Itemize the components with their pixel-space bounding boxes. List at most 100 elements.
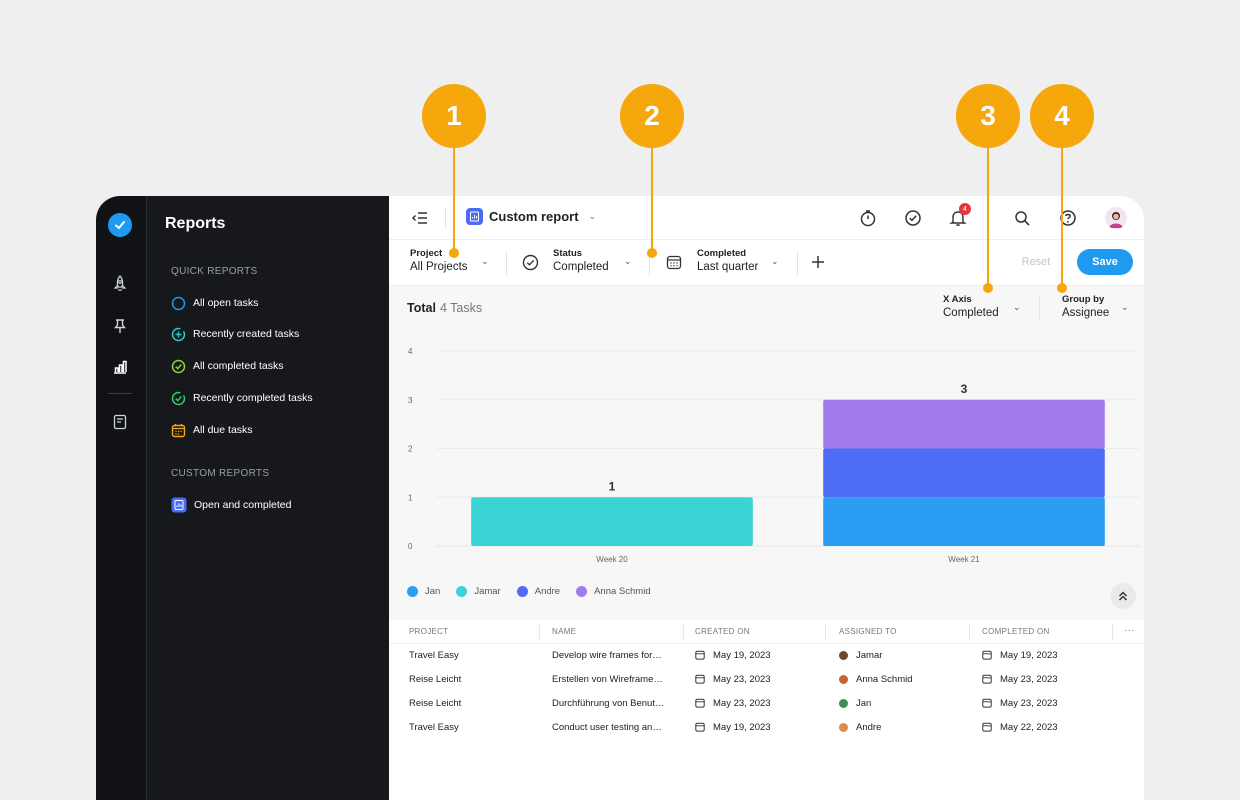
cell-project: Travel Easy xyxy=(409,722,459,733)
quick-report-label: All due tasks xyxy=(193,424,253,436)
cell-assigned-to-text: Anna Schmid xyxy=(856,674,913,685)
column-divider xyxy=(825,625,826,639)
x-tick-label: Week 21 xyxy=(948,555,980,564)
y-tick-label: 4 xyxy=(408,347,413,356)
project-filter[interactable]: Project All Projects xyxy=(410,248,468,274)
y-tick-label: 3 xyxy=(408,396,413,405)
check-circle-icon[interactable] xyxy=(902,207,924,229)
column-header[interactable]: CREATED ON xyxy=(695,627,750,636)
chart-legend: Jan Jamar Andre Anna Schmid xyxy=(407,586,651,597)
notes-icon[interactable] xyxy=(110,412,130,432)
chart-panel: Total 4 Tasks X Axis Completed ⌄ Group by… xyxy=(389,286,1144,620)
status-check-icon xyxy=(522,254,539,276)
cell-completed-on: May 23, 2023 xyxy=(982,698,1058,709)
cell-completed-on-text: May 23, 2023 xyxy=(1000,674,1058,685)
y-tick-label: 2 xyxy=(408,445,413,454)
x-axis-selector[interactable]: X Axis Completed xyxy=(943,294,999,320)
cell-created-on: May 19, 2023 xyxy=(695,722,771,733)
custom-report-open-and-completed[interactable]: Open and completed xyxy=(171,495,291,515)
total-label: Total xyxy=(407,301,436,315)
callout-3-line xyxy=(987,148,989,284)
table-row[interactable]: Reise Leicht Durchführung von Benut… May 2… xyxy=(389,692,1144,716)
calendar-icon xyxy=(666,254,682,275)
chevron-down-icon[interactable]: ⌄ xyxy=(624,256,632,266)
legend-label: Jamar xyxy=(474,586,501,597)
column-header[interactable]: ASSIGNED TO xyxy=(839,627,897,636)
save-button[interactable]: Save xyxy=(1077,249,1133,275)
group-by-label: Group by xyxy=(1062,294,1105,305)
chevron-down-icon[interactable]: ⌄ xyxy=(771,256,779,266)
icon-rail xyxy=(96,196,147,800)
cell-completed-on-text: May 22, 2023 xyxy=(1000,722,1058,733)
quick-report-all-open-tasks[interactable]: All open tasks xyxy=(171,293,258,313)
bell-icon[interactable]: 4 xyxy=(947,203,971,229)
legend-item[interactable]: Anna Schmid xyxy=(576,586,651,597)
completed-filter[interactable]: Completed Last quarter xyxy=(697,248,758,274)
legend-item[interactable]: Jan xyxy=(407,586,440,597)
user-avatar[interactable] xyxy=(1105,207,1127,229)
group-by-selector[interactable]: Group by Assignee xyxy=(1062,294,1109,320)
cell-task-name-text: Durchführung von Benut… xyxy=(552,698,665,709)
cell-completed-on-text: May 23, 2023 xyxy=(1000,698,1058,709)
search-icon[interactable] xyxy=(1011,207,1033,229)
rocket-icon[interactable] xyxy=(110,274,130,294)
filter-divider xyxy=(649,251,650,275)
cell-project: Travel Easy xyxy=(409,650,459,661)
table-header: PROJECT NAME CREATED ON ASSIGNED TO COMPLETE… xyxy=(389,620,1144,644)
bar-total-label: 3 xyxy=(961,382,968,396)
cell-project-text: Travel Easy xyxy=(409,650,459,661)
chevron-down-icon[interactable]: ⌄ xyxy=(1013,302,1021,312)
callout-2: 2 xyxy=(620,84,684,148)
reset-button[interactable]: Reset xyxy=(1021,256,1051,268)
quick-reports-heading: QUICK REPORTS xyxy=(171,266,258,277)
cell-assigned-to-text: Jan xyxy=(856,698,872,709)
column-header[interactable]: COMPLETED ON xyxy=(982,627,1050,636)
quick-report-all-completed-tasks[interactable]: All completed tasks xyxy=(171,356,283,376)
reports-chart-icon[interactable] xyxy=(110,357,130,377)
pin-icon[interactable] xyxy=(110,316,130,336)
refresh-check-icon xyxy=(171,391,186,405)
status-filter[interactable]: Status Completed xyxy=(553,248,609,274)
status-filter-value: Completed xyxy=(553,261,609,273)
filter-divider xyxy=(506,251,507,275)
bar-segment-anna-schmid xyxy=(823,399,1105,449)
table-row[interactable]: Travel Easy Conduct user testing an… May 1… xyxy=(389,716,1144,740)
task-count: 4 Tasks xyxy=(439,301,483,315)
quick-report-recently-created-tasks[interactable]: Recently created tasks xyxy=(171,324,299,344)
column-header[interactable]: PROJECT xyxy=(409,627,449,636)
rail-divider xyxy=(108,393,132,394)
plus-circle-icon xyxy=(171,327,186,341)
calendar-icon xyxy=(695,651,705,661)
cell-project: Reise Leicht xyxy=(409,698,461,709)
quick-report-recently-completed-tasks[interactable]: Recently completed tasks xyxy=(171,388,313,408)
add-filter-icon[interactable] xyxy=(810,254,826,275)
more-columns-button[interactable]: ··· xyxy=(1124,625,1135,636)
callout-1-line xyxy=(453,148,455,250)
app-logo-icon[interactable] xyxy=(108,213,132,237)
project-filter-value: All Projects xyxy=(410,261,468,273)
bar-segment-jamar xyxy=(471,497,753,546)
cell-created-on: May 19, 2023 xyxy=(695,650,771,661)
timer-icon[interactable] xyxy=(857,207,879,229)
column-header[interactable]: NAME xyxy=(552,627,577,636)
table-row[interactable]: Travel Easy Develop wire frames for… May 1… xyxy=(389,644,1144,668)
x-axis-label: X Axis xyxy=(943,294,972,305)
quick-report-label: Recently completed tasks xyxy=(193,392,313,404)
chevron-down-icon[interactable]: ⌄ xyxy=(1121,302,1129,312)
collapse-sidebar-icon[interactable] xyxy=(409,207,431,229)
report-title-dropdown[interactable]: Custom report ⌄ xyxy=(466,208,596,225)
collapse-chart-button[interactable] xyxy=(1110,583,1136,609)
cell-completed-on: May 22, 2023 xyxy=(982,722,1058,733)
legend-dot xyxy=(516,586,528,597)
legend-item[interactable]: Andre xyxy=(516,586,560,597)
check-circle-icon xyxy=(171,359,186,373)
cell-assigned-to: Jan xyxy=(839,698,871,709)
quick-report-all-due-tasks[interactable]: All due tasks xyxy=(171,420,253,440)
chevron-down-icon[interactable]: ⌄ xyxy=(481,256,489,266)
cell-created-on: May 23, 2023 xyxy=(695,674,771,685)
x-tick-label: Week 20 xyxy=(596,555,628,564)
group-by-value: Assignee xyxy=(1062,307,1110,319)
table-row[interactable]: Reise Leicht Erstellen von Wireframe… May … xyxy=(389,668,1144,692)
assignee-avatar xyxy=(839,698,848,708)
legend-item[interactable]: Jamar xyxy=(456,586,501,597)
